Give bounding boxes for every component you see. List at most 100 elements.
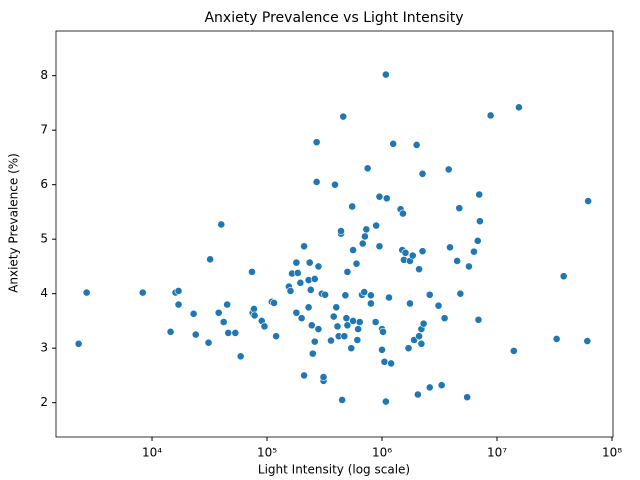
- point: [292, 308, 301, 317]
- point: [385, 293, 393, 302]
- point: [297, 314, 306, 323]
- point: [446, 243, 454, 252]
- point: [314, 325, 323, 333]
- point: [583, 337, 592, 345]
- y-tick-label: 4: [40, 286, 48, 300]
- point: [415, 265, 423, 274]
- point: [371, 318, 380, 326]
- point: [362, 225, 371, 234]
- point: [327, 336, 335, 345]
- point: [231, 329, 240, 337]
- point: [372, 221, 381, 230]
- point: [343, 321, 352, 330]
- point: [286, 287, 295, 295]
- point: [191, 330, 200, 339]
- point: [189, 309, 198, 318]
- point: [353, 336, 362, 344]
- point: [82, 288, 91, 297]
- point: [306, 285, 315, 294]
- point: [366, 299, 375, 308]
- point: [310, 337, 319, 346]
- point: [417, 339, 426, 348]
- point: [74, 339, 83, 348]
- y-axis-label: Anxiety Prevalence (%): [7, 153, 21, 293]
- x-tick-label: 10⁶: [372, 446, 392, 460]
- plot-frame: [55, 30, 614, 438]
- point: [174, 300, 183, 309]
- point: [434, 301, 443, 310]
- point: [314, 262, 323, 271]
- x-tick-label: 10⁸: [602, 446, 622, 460]
- point: [401, 248, 410, 257]
- point: [214, 308, 223, 317]
- point: [349, 317, 357, 325]
- point: [456, 289, 465, 298]
- point: [217, 220, 226, 229]
- point: [250, 311, 259, 320]
- point: [378, 345, 386, 354]
- point: [354, 325, 363, 333]
- point: [381, 70, 390, 79]
- point: [552, 335, 561, 343]
- x-tick-label: 10⁷: [487, 446, 507, 460]
- point: [329, 312, 338, 321]
- y-tick-label: 7: [40, 123, 48, 137]
- point: [379, 327, 387, 336]
- point: [415, 332, 423, 341]
- point: [404, 344, 413, 353]
- point: [272, 332, 281, 341]
- x-tick-label: 10⁴: [142, 446, 162, 460]
- point: [224, 329, 233, 337]
- point: [408, 251, 417, 260]
- y-tick-label: 6: [40, 177, 48, 191]
- point: [559, 272, 568, 281]
- point: [260, 322, 269, 331]
- point: [270, 299, 278, 307]
- point: [338, 396, 347, 404]
- point: [348, 202, 357, 211]
- point: [307, 321, 316, 330]
- point: [463, 393, 472, 402]
- point: [296, 278, 305, 287]
- y-tick-label: 8: [40, 68, 48, 82]
- y-tick-label: 2: [40, 395, 48, 409]
- point: [332, 303, 341, 312]
- point: [375, 242, 384, 251]
- point: [453, 257, 462, 265]
- point: [475, 190, 484, 199]
- point: [440, 314, 449, 323]
- point: [312, 178, 321, 186]
- point: [339, 112, 348, 121]
- point: [236, 352, 245, 361]
- point: [347, 344, 356, 353]
- point: [382, 194, 391, 203]
- point: [473, 236, 482, 245]
- point: [425, 383, 434, 392]
- point: [437, 381, 446, 390]
- point: [310, 275, 319, 283]
- point: [381, 397, 390, 406]
- point: [343, 267, 352, 276]
- point: [358, 239, 367, 248]
- point: [444, 165, 453, 174]
- point: [476, 217, 484, 226]
- point: [174, 287, 183, 295]
- point: [312, 138, 321, 147]
- point: [515, 103, 523, 112]
- point: [470, 247, 478, 256]
- chart-title: Anxiety Prevalence vs Light Intensity: [204, 10, 463, 26]
- point: [204, 338, 213, 347]
- point: [305, 258, 314, 267]
- point: [250, 305, 258, 313]
- point: [304, 303, 313, 312]
- point: [406, 299, 414, 308]
- point: [355, 318, 364, 326]
- y-tick-label: 3: [40, 341, 48, 355]
- point: [166, 327, 175, 336]
- point: [308, 349, 317, 358]
- point: [360, 288, 369, 296]
- point: [399, 209, 407, 218]
- point: [300, 242, 308, 251]
- point: [380, 357, 389, 366]
